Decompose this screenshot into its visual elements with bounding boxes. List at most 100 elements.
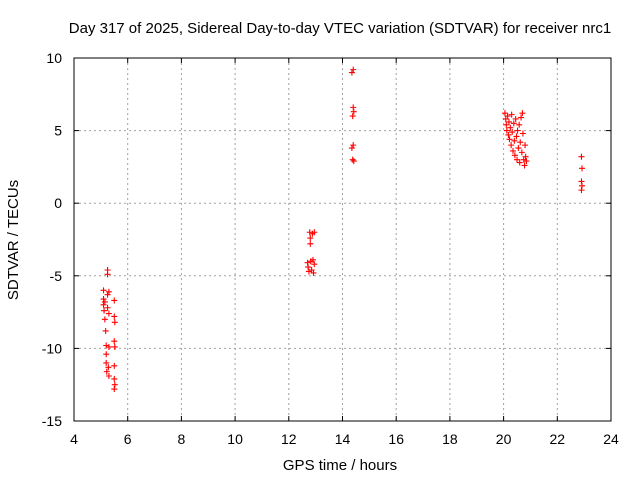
- data-point: [105, 372, 112, 379]
- x-tick-label: 6: [124, 431, 132, 447]
- data-point: [350, 142, 357, 149]
- y-tick-label: 0: [54, 195, 62, 211]
- data-point: [101, 316, 108, 323]
- x-tick-label: 14: [335, 431, 351, 447]
- data-point: [103, 359, 110, 366]
- data-point: [522, 142, 529, 149]
- data-point: [521, 162, 528, 169]
- x-tick-label: 20: [496, 431, 512, 447]
- data-point: [305, 264, 312, 271]
- axis-ticks: 4 6 8 10 12 14 16 18 20 22 24 -15 -10 -5 0 5 10: [42, 50, 619, 447]
- data-point: [105, 310, 112, 317]
- data-point: [514, 156, 521, 163]
- data-point: [516, 159, 523, 166]
- grid-lines: [74, 58, 611, 421]
- data-point: [517, 139, 524, 146]
- data-point: [514, 127, 521, 134]
- data-point: [104, 304, 111, 311]
- data-point: [510, 120, 517, 127]
- data-point: [519, 110, 526, 117]
- x-tick-label: 24: [603, 431, 619, 447]
- data-point: [111, 386, 118, 393]
- data-point: [515, 145, 522, 152]
- data-point: [506, 136, 513, 143]
- data-point: [508, 111, 515, 118]
- data-point: [511, 152, 518, 159]
- y-tick-label: -5: [50, 268, 63, 284]
- data-point: [311, 261, 318, 268]
- data-point: [511, 137, 518, 144]
- x-tick-label: 4: [70, 431, 78, 447]
- data-point: [509, 129, 516, 136]
- data-point: [104, 291, 111, 298]
- data-point: [505, 131, 512, 138]
- data-point: [523, 158, 530, 165]
- data-point: [305, 268, 312, 275]
- plot-frame: [73, 57, 612, 422]
- data-point: [349, 113, 356, 120]
- data-point: [518, 114, 525, 121]
- data-points: [100, 66, 586, 393]
- data-point: [105, 343, 112, 350]
- x-tick-label: 16: [388, 431, 404, 447]
- data-point: [111, 343, 118, 350]
- data-point: [518, 149, 525, 156]
- data-point: [503, 127, 510, 134]
- data-point: [348, 69, 355, 76]
- data-point: [350, 158, 357, 165]
- data-point: [100, 287, 107, 294]
- data-point: [111, 297, 118, 304]
- chart-title: Day 317 of 2025, Sidereal Day-to-day VTE…: [69, 20, 611, 37]
- y-tick-label: -10: [42, 340, 62, 356]
- data-point: [307, 235, 314, 242]
- data-point: [105, 288, 112, 295]
- data-point: [103, 342, 110, 349]
- data-point: [100, 296, 107, 303]
- data-point: [349, 156, 356, 163]
- x-tick-label: 12: [281, 431, 297, 447]
- data-point: [311, 229, 318, 236]
- y-axis-label: SDTVAR / TECUs: [5, 180, 22, 300]
- data-point: [508, 142, 515, 149]
- x-axis-label: GPS time / hours: [283, 457, 397, 474]
- data-point: [509, 147, 516, 154]
- data-point: [501, 110, 508, 117]
- data-point: [513, 133, 520, 140]
- data-point: [103, 368, 110, 375]
- data-point: [105, 364, 112, 371]
- data-point: [101, 307, 108, 314]
- data-point: [505, 118, 512, 125]
- data-point: [522, 153, 529, 160]
- data-point: [103, 351, 110, 358]
- data-point: [503, 121, 510, 128]
- data-point: [504, 113, 511, 120]
- data-point: [102, 327, 109, 334]
- data-point: [111, 362, 118, 369]
- x-tick-label: 8: [178, 431, 186, 447]
- x-tick-label: 22: [550, 431, 566, 447]
- data-point: [578, 187, 585, 194]
- data-point: [519, 130, 526, 137]
- data-point: [111, 313, 118, 320]
- data-point: [104, 271, 111, 278]
- data-point: [111, 338, 118, 345]
- data-point: [350, 104, 357, 111]
- data-point: [100, 301, 107, 308]
- y-tick-label: -15: [42, 413, 62, 429]
- data-point: [111, 319, 118, 326]
- data-point: [101, 298, 108, 305]
- x-tick-label: 18: [442, 431, 458, 447]
- x-tick-label: 10: [227, 431, 243, 447]
- data-point: [111, 375, 118, 382]
- data-point: [309, 256, 316, 263]
- data-point: [310, 269, 317, 276]
- data-point: [507, 124, 514, 131]
- data-point: [348, 145, 355, 152]
- data-point: [350, 66, 357, 73]
- y-tick-label: 5: [54, 123, 62, 139]
- data-point: [579, 165, 586, 172]
- data-point: [578, 153, 585, 160]
- y-tick-label: 10: [46, 50, 62, 66]
- data-point: [516, 121, 523, 128]
